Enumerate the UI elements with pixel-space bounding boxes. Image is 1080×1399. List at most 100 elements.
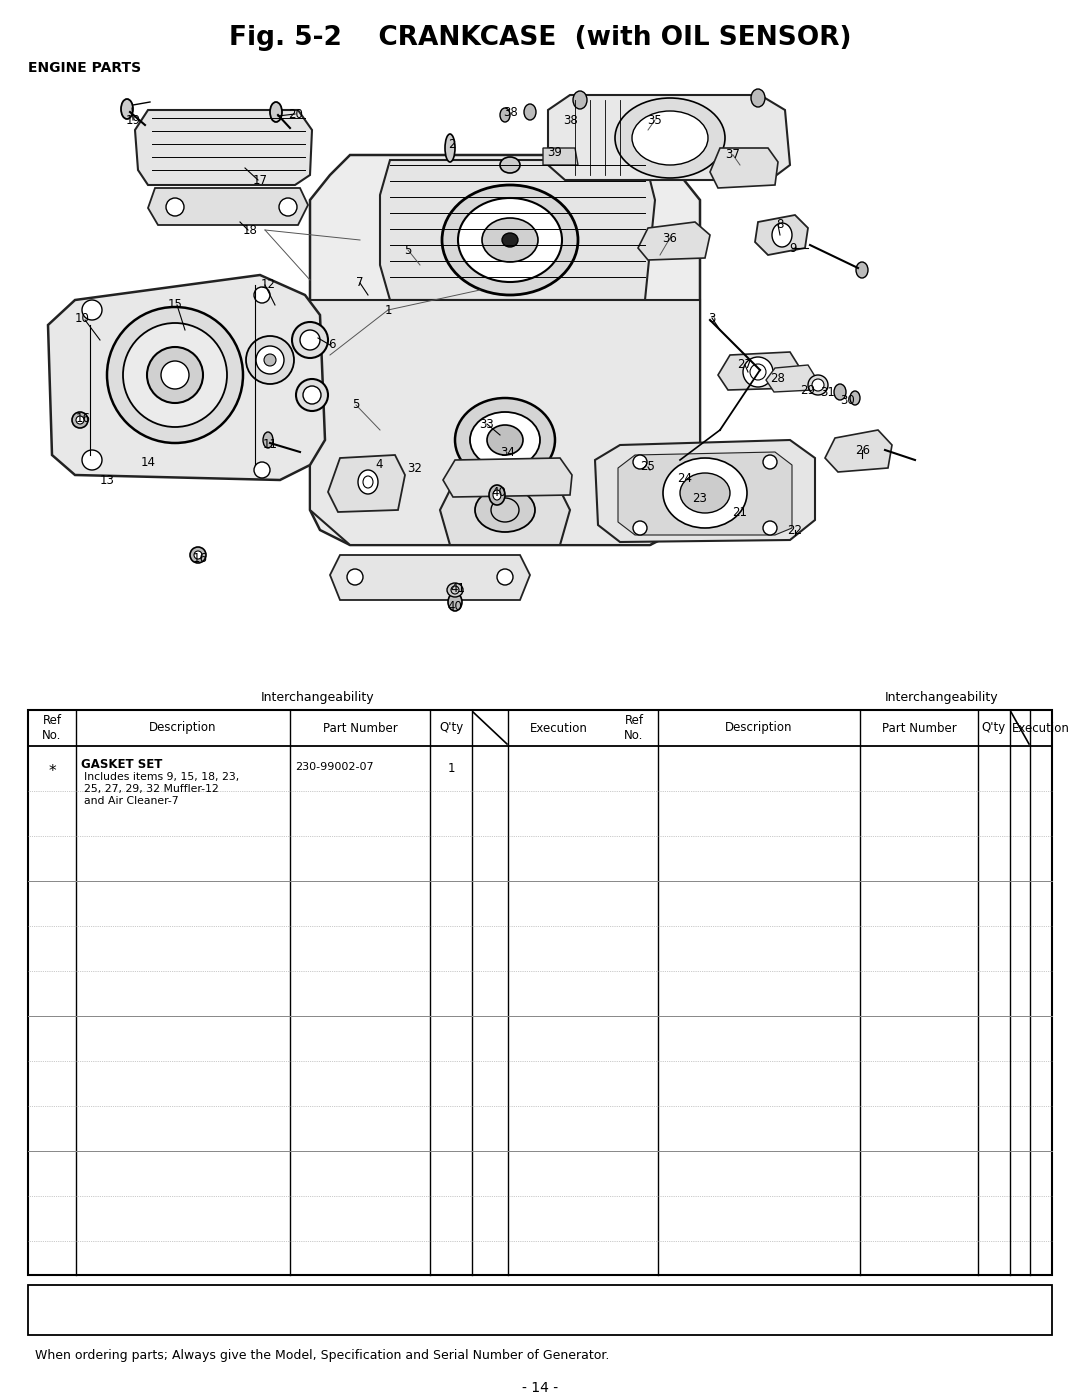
Polygon shape xyxy=(310,155,700,546)
Text: 40: 40 xyxy=(447,600,462,614)
Ellipse shape xyxy=(633,520,647,534)
Polygon shape xyxy=(755,215,808,255)
Text: 4: 4 xyxy=(375,459,382,471)
Ellipse shape xyxy=(76,416,84,424)
Text: Q'ty: Q'ty xyxy=(438,722,463,734)
Ellipse shape xyxy=(455,397,555,483)
Ellipse shape xyxy=(121,99,133,119)
Text: GASKET SET: GASKET SET xyxy=(81,758,162,771)
Polygon shape xyxy=(443,457,572,497)
Polygon shape xyxy=(595,441,815,541)
Text: 2: 2 xyxy=(448,139,456,151)
Ellipse shape xyxy=(194,551,202,560)
Polygon shape xyxy=(310,299,700,546)
Ellipse shape xyxy=(834,383,846,400)
Text: Interchangeability: Interchangeability xyxy=(886,691,999,705)
Text: 41: 41 xyxy=(450,582,465,595)
Text: 10: 10 xyxy=(75,312,90,325)
Text: Interchangeability: Interchangeability xyxy=(261,691,375,705)
Ellipse shape xyxy=(254,287,270,304)
Text: 34: 34 xyxy=(500,446,515,459)
Polygon shape xyxy=(328,455,405,512)
Polygon shape xyxy=(766,365,816,392)
Text: 16: 16 xyxy=(192,551,207,565)
Ellipse shape xyxy=(300,330,320,350)
Polygon shape xyxy=(710,148,778,187)
Ellipse shape xyxy=(751,90,765,106)
Text: 230-99002-07: 230-99002-07 xyxy=(295,762,374,772)
Text: 1: 1 xyxy=(384,304,392,316)
Polygon shape xyxy=(618,452,792,534)
Ellipse shape xyxy=(502,234,518,248)
Text: 35: 35 xyxy=(648,113,662,126)
Ellipse shape xyxy=(663,457,747,527)
Text: 8: 8 xyxy=(777,217,784,231)
Text: 32: 32 xyxy=(407,462,422,474)
Ellipse shape xyxy=(743,357,773,388)
Text: 11: 11 xyxy=(262,438,278,452)
Ellipse shape xyxy=(123,323,227,427)
Text: 14: 14 xyxy=(140,456,156,469)
Text: 27: 27 xyxy=(738,358,753,372)
Ellipse shape xyxy=(190,547,206,562)
Text: 30: 30 xyxy=(840,393,855,407)
Ellipse shape xyxy=(161,361,189,389)
Text: 19: 19 xyxy=(125,113,140,126)
Ellipse shape xyxy=(82,450,102,470)
Text: Ref
No.: Ref No. xyxy=(624,713,644,741)
Polygon shape xyxy=(48,276,325,480)
Text: Description: Description xyxy=(149,722,217,734)
Text: Q'ty: Q'ty xyxy=(982,722,1007,734)
Text: 5: 5 xyxy=(404,243,411,256)
Ellipse shape xyxy=(347,569,363,585)
Ellipse shape xyxy=(357,470,378,494)
Polygon shape xyxy=(440,480,570,546)
Ellipse shape xyxy=(166,199,184,215)
Bar xyxy=(28,1286,1052,1335)
Ellipse shape xyxy=(442,185,578,295)
Ellipse shape xyxy=(147,347,203,403)
Ellipse shape xyxy=(487,425,523,455)
Text: 23: 23 xyxy=(692,491,707,505)
Ellipse shape xyxy=(772,222,792,248)
Text: - 14 -: - 14 - xyxy=(522,1381,558,1395)
Ellipse shape xyxy=(497,569,513,585)
Ellipse shape xyxy=(500,157,519,173)
Ellipse shape xyxy=(270,102,282,122)
Ellipse shape xyxy=(256,346,284,374)
Text: 13: 13 xyxy=(99,473,114,487)
Text: Execution: Execution xyxy=(530,722,588,734)
Text: and Air Cleaner-7: and Air Cleaner-7 xyxy=(84,796,178,806)
Ellipse shape xyxy=(72,411,87,428)
Polygon shape xyxy=(825,429,892,471)
Ellipse shape xyxy=(458,199,562,283)
Text: 25, 27, 29, 32 Muffler-12: 25, 27, 29, 32 Muffler-12 xyxy=(84,783,219,795)
Text: Ref
No.: Ref No. xyxy=(42,713,62,741)
Ellipse shape xyxy=(762,455,777,469)
Text: 6: 6 xyxy=(328,339,336,351)
Ellipse shape xyxy=(264,432,273,448)
Text: 29: 29 xyxy=(800,383,815,396)
Text: 5: 5 xyxy=(352,399,360,411)
Text: 24: 24 xyxy=(677,471,692,484)
Ellipse shape xyxy=(856,262,868,278)
Ellipse shape xyxy=(492,490,501,499)
Text: 25: 25 xyxy=(640,460,656,473)
Text: 36: 36 xyxy=(662,231,677,245)
Polygon shape xyxy=(330,555,530,600)
Ellipse shape xyxy=(296,379,328,411)
Text: ENGINE PARTS: ENGINE PARTS xyxy=(28,62,141,76)
Text: 38: 38 xyxy=(564,113,579,126)
Ellipse shape xyxy=(279,199,297,215)
Ellipse shape xyxy=(447,583,463,597)
Text: 38: 38 xyxy=(503,105,518,119)
Ellipse shape xyxy=(524,104,536,120)
Text: *: * xyxy=(49,764,56,779)
Ellipse shape xyxy=(254,462,270,478)
Text: 7: 7 xyxy=(356,277,364,290)
Ellipse shape xyxy=(246,336,294,383)
Text: Part Number: Part Number xyxy=(323,722,397,734)
Ellipse shape xyxy=(292,322,328,358)
Text: 9: 9 xyxy=(789,242,797,255)
Text: 16: 16 xyxy=(76,411,91,424)
